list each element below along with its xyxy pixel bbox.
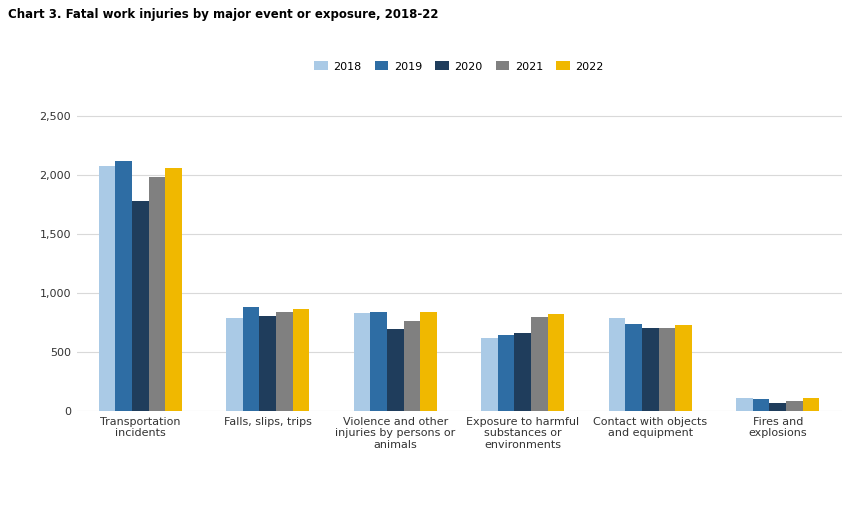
- Bar: [259, 316, 276, 411]
- Bar: [420, 311, 437, 411]
- Bar: [802, 398, 819, 411]
- Bar: [547, 314, 564, 411]
- Bar: [165, 168, 182, 411]
- Bar: [753, 399, 769, 411]
- Bar: [736, 398, 753, 411]
- Bar: [99, 166, 116, 411]
- Bar: [404, 321, 420, 411]
- Bar: [514, 333, 531, 411]
- Bar: [354, 314, 371, 411]
- Bar: [626, 324, 642, 411]
- Bar: [531, 317, 547, 411]
- Text: Chart 3. Fatal work injuries by major event or exposure, 2018-22: Chart 3. Fatal work injuries by major ev…: [8, 8, 439, 21]
- Bar: [276, 312, 292, 411]
- Bar: [609, 319, 626, 411]
- Bar: [371, 312, 387, 411]
- Bar: [149, 177, 165, 411]
- Bar: [481, 338, 498, 411]
- Legend: 2018, 2019, 2020, 2021, 2022: 2018, 2019, 2020, 2021, 2022: [310, 57, 608, 76]
- Bar: [116, 161, 132, 411]
- Bar: [642, 328, 659, 411]
- Bar: [132, 201, 149, 411]
- Bar: [769, 402, 786, 411]
- Bar: [243, 307, 259, 411]
- Bar: [226, 319, 243, 411]
- Bar: [387, 328, 404, 411]
- Bar: [675, 325, 692, 411]
- Bar: [786, 401, 802, 411]
- Bar: [498, 335, 514, 411]
- Bar: [659, 328, 675, 411]
- Bar: [292, 309, 309, 411]
